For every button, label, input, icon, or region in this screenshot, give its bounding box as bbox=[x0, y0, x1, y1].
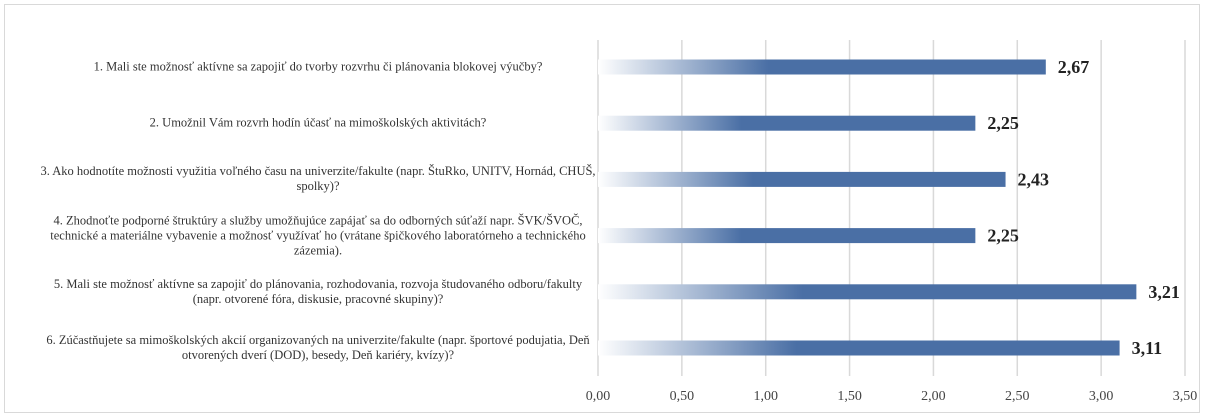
x-tick-label: 0,00 bbox=[586, 389, 611, 404]
x-tick-label: 1,50 bbox=[837, 389, 862, 404]
value-label: 3,11 bbox=[1132, 338, 1163, 358]
x-tick-label: 2,50 bbox=[1005, 389, 1030, 404]
bar bbox=[598, 59, 1046, 75]
category-label: 3. Ako hodnotíte možnosti využitia voľné… bbox=[40, 164, 596, 194]
x-tick-label: 3,00 bbox=[1089, 389, 1114, 404]
category-label: 5. Mali ste možnosť aktívne sa zapojiť d… bbox=[53, 276, 583, 306]
x-tick-label: 1,00 bbox=[753, 389, 778, 404]
x-tick-label: 3,50 bbox=[1173, 389, 1198, 404]
x-tick-label: 2,00 bbox=[921, 389, 946, 404]
bar bbox=[598, 115, 976, 131]
bar bbox=[598, 228, 976, 244]
category-label: 6. Zúčastňujete sa mimoškolských akcií o… bbox=[46, 333, 590, 362]
value-label: 2,25 bbox=[987, 113, 1019, 133]
category-label: 4. Zhodnoťte podporné štruktúry a služby… bbox=[50, 213, 586, 258]
category-label: 2. Umožnil Vám rozvrh hodín účasť na mim… bbox=[149, 115, 487, 130]
value-label: 2,67 bbox=[1058, 57, 1090, 77]
value-label: 2,43 bbox=[1018, 169, 1049, 189]
bar bbox=[598, 171, 1006, 187]
category-label: 1. Mali ste možnosť aktívne sa zapojiť d… bbox=[93, 59, 543, 74]
bar bbox=[598, 340, 1120, 356]
value-label: 2,25 bbox=[987, 226, 1019, 246]
bar bbox=[598, 284, 1137, 300]
value-label: 3,21 bbox=[1148, 282, 1180, 302]
chart-frame bbox=[4, 4, 1200, 413]
x-tick-label: 0,50 bbox=[670, 389, 695, 404]
